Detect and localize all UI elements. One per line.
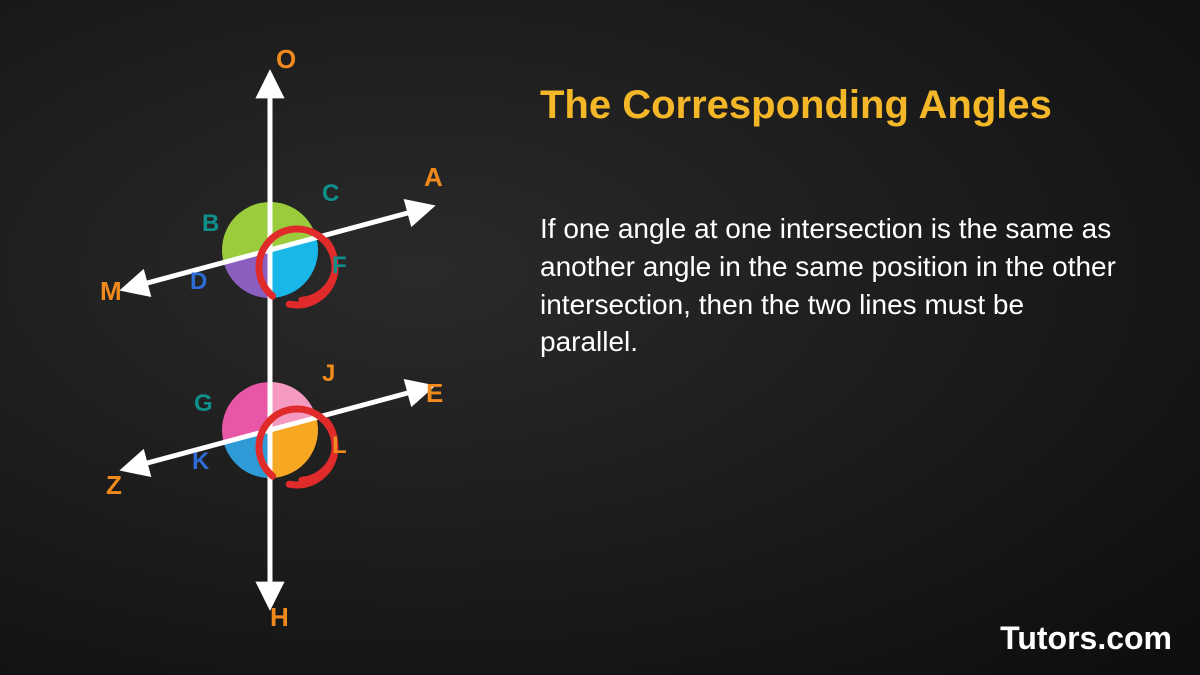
point-label-A: A	[424, 162, 443, 193]
point-label-J: J	[322, 360, 335, 388]
point-label-C: C	[322, 180, 339, 208]
point-label-F: F	[332, 252, 347, 280]
point-label-Z: Z	[106, 470, 122, 501]
point-label-H: H	[270, 602, 289, 633]
logo-text: Tutors.com	[1000, 620, 1172, 657]
point-label-K: K	[192, 448, 209, 476]
point-label-L: L	[332, 432, 347, 460]
angle-diagram: O H A M E Z C B F D J G L K	[30, 40, 510, 630]
point-label-G: G	[194, 390, 213, 418]
page-title: The Corresponding Angles	[540, 82, 1100, 128]
definition-text: If one angle at one intersection is the …	[540, 210, 1120, 361]
point-label-E: E	[426, 378, 443, 409]
point-label-O: O	[276, 44, 296, 75]
diagram-svg	[30, 40, 510, 630]
point-label-D: D	[190, 268, 207, 296]
point-label-M: M	[100, 276, 122, 307]
point-label-B: B	[202, 210, 219, 238]
